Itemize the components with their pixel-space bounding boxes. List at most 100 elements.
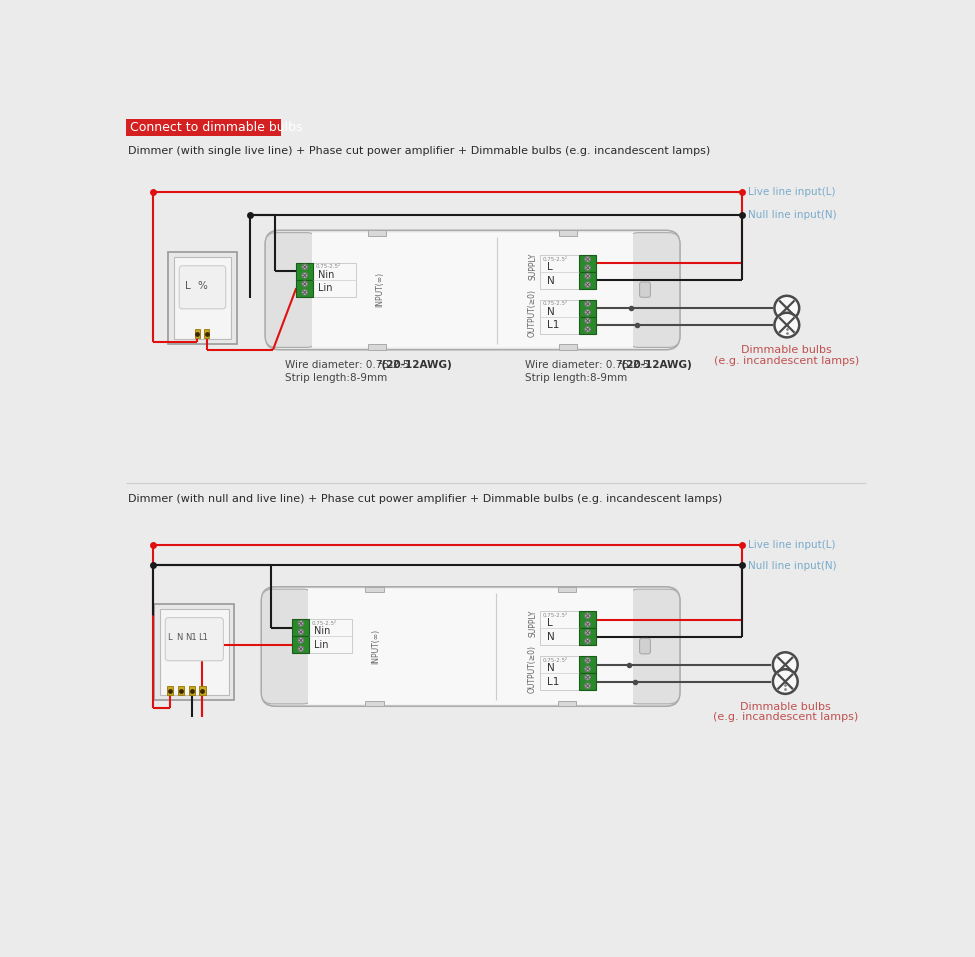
Bar: [365, 701, 384, 706]
Bar: [579, 300, 596, 317]
Text: Lin: Lin: [318, 283, 332, 294]
Text: L: L: [168, 633, 173, 642]
Circle shape: [298, 646, 304, 652]
Bar: [579, 673, 596, 690]
Text: OUTPUT(≥0): OUTPUT(≥0): [528, 289, 537, 337]
Text: Null line input(N): Null line input(N): [748, 211, 837, 220]
Bar: [204, 329, 210, 338]
Text: 0.75-2.5²: 0.75-2.5²: [312, 621, 337, 626]
Bar: [308, 590, 634, 704]
Text: ²(20-12AWG): ²(20-12AWG): [618, 361, 692, 370]
Circle shape: [585, 309, 591, 315]
Text: 0.75-2.5²: 0.75-2.5²: [543, 301, 567, 306]
Text: N: N: [176, 633, 182, 642]
FancyBboxPatch shape: [261, 587, 680, 706]
Text: ²(20-12AWG): ²(20-12AWG): [377, 361, 452, 370]
Text: L1: L1: [199, 633, 209, 642]
Bar: [199, 686, 206, 695]
FancyBboxPatch shape: [640, 638, 650, 654]
FancyBboxPatch shape: [265, 233, 318, 347]
Circle shape: [585, 326, 591, 332]
Text: L1: L1: [547, 321, 559, 330]
Circle shape: [585, 265, 591, 271]
Bar: [126, 120, 281, 137]
Circle shape: [298, 637, 304, 643]
Circle shape: [774, 296, 800, 321]
Bar: [540, 300, 579, 334]
FancyBboxPatch shape: [627, 233, 680, 347]
Text: N: N: [547, 633, 555, 642]
Text: 0.75-2.5²: 0.75-2.5²: [543, 256, 567, 261]
Circle shape: [302, 264, 307, 270]
Circle shape: [302, 281, 307, 287]
Bar: [558, 587, 576, 592]
Text: Null line input(N): Null line input(N): [748, 561, 837, 570]
Text: INPUT(∞): INPUT(∞): [371, 629, 380, 664]
Text: SUPPLY: SUPPLY: [528, 610, 537, 636]
Text: Strip length:8-9mm: Strip length:8-9mm: [525, 373, 627, 383]
Text: N: N: [547, 663, 555, 673]
FancyBboxPatch shape: [166, 617, 223, 660]
Circle shape: [298, 621, 304, 626]
Text: Wire diameter: 0.75-2.5: Wire diameter: 0.75-2.5: [525, 361, 649, 370]
Bar: [167, 686, 173, 695]
Bar: [195, 329, 200, 338]
Bar: [309, 619, 352, 653]
Bar: [169, 252, 237, 345]
Text: Live line input(L): Live line input(L): [748, 188, 836, 197]
Bar: [540, 657, 579, 690]
Circle shape: [773, 669, 798, 694]
Text: Strip length:8-9mm: Strip length:8-9mm: [285, 373, 387, 383]
Bar: [579, 317, 596, 334]
Text: SUPPLY: SUPPLY: [528, 253, 537, 280]
Text: N: N: [547, 306, 555, 317]
Text: (e.g. incandescent lamps): (e.g. incandescent lamps): [715, 356, 859, 366]
Bar: [296, 262, 313, 279]
Text: Connect to dimmable bulbs: Connect to dimmable bulbs: [130, 121, 302, 134]
Text: Nin: Nin: [314, 626, 331, 636]
Bar: [313, 262, 356, 297]
Text: OUTPUT(≥0): OUTPUT(≥0): [528, 645, 537, 693]
Bar: [292, 636, 309, 653]
Bar: [368, 345, 386, 349]
Text: Dimmable bulbs: Dimmable bulbs: [740, 701, 831, 712]
Circle shape: [585, 657, 591, 663]
FancyBboxPatch shape: [261, 590, 314, 704]
Bar: [154, 604, 234, 700]
FancyBboxPatch shape: [627, 590, 680, 704]
Bar: [579, 629, 596, 645]
Circle shape: [585, 318, 591, 323]
Bar: [579, 272, 596, 289]
Bar: [292, 619, 309, 636]
Text: Wire diameter: 0.75-2.5: Wire diameter: 0.75-2.5: [285, 361, 409, 370]
Text: N1: N1: [185, 633, 197, 642]
Circle shape: [585, 666, 591, 672]
Circle shape: [773, 653, 798, 677]
Circle shape: [585, 281, 591, 287]
Bar: [177, 686, 184, 695]
Text: L: L: [185, 281, 191, 291]
Bar: [368, 231, 386, 235]
Bar: [174, 257, 231, 339]
Bar: [579, 657, 596, 673]
Bar: [540, 612, 579, 645]
Bar: [296, 279, 313, 297]
Circle shape: [298, 629, 304, 634]
Bar: [559, 345, 577, 349]
Text: Nin: Nin: [318, 270, 334, 279]
Text: L: L: [547, 618, 552, 629]
Circle shape: [585, 683, 591, 689]
Circle shape: [585, 638, 591, 644]
Bar: [579, 255, 596, 272]
Text: 0.75-2.5²: 0.75-2.5²: [543, 613, 567, 618]
Text: 0.75-2.5²: 0.75-2.5²: [543, 657, 567, 662]
Bar: [188, 686, 195, 695]
Text: L1: L1: [547, 677, 559, 687]
Text: Lin: Lin: [314, 640, 329, 650]
Bar: [558, 701, 576, 706]
Bar: [540, 255, 579, 289]
Circle shape: [585, 621, 591, 627]
Circle shape: [585, 675, 591, 680]
Bar: [312, 233, 634, 347]
Circle shape: [302, 290, 307, 295]
